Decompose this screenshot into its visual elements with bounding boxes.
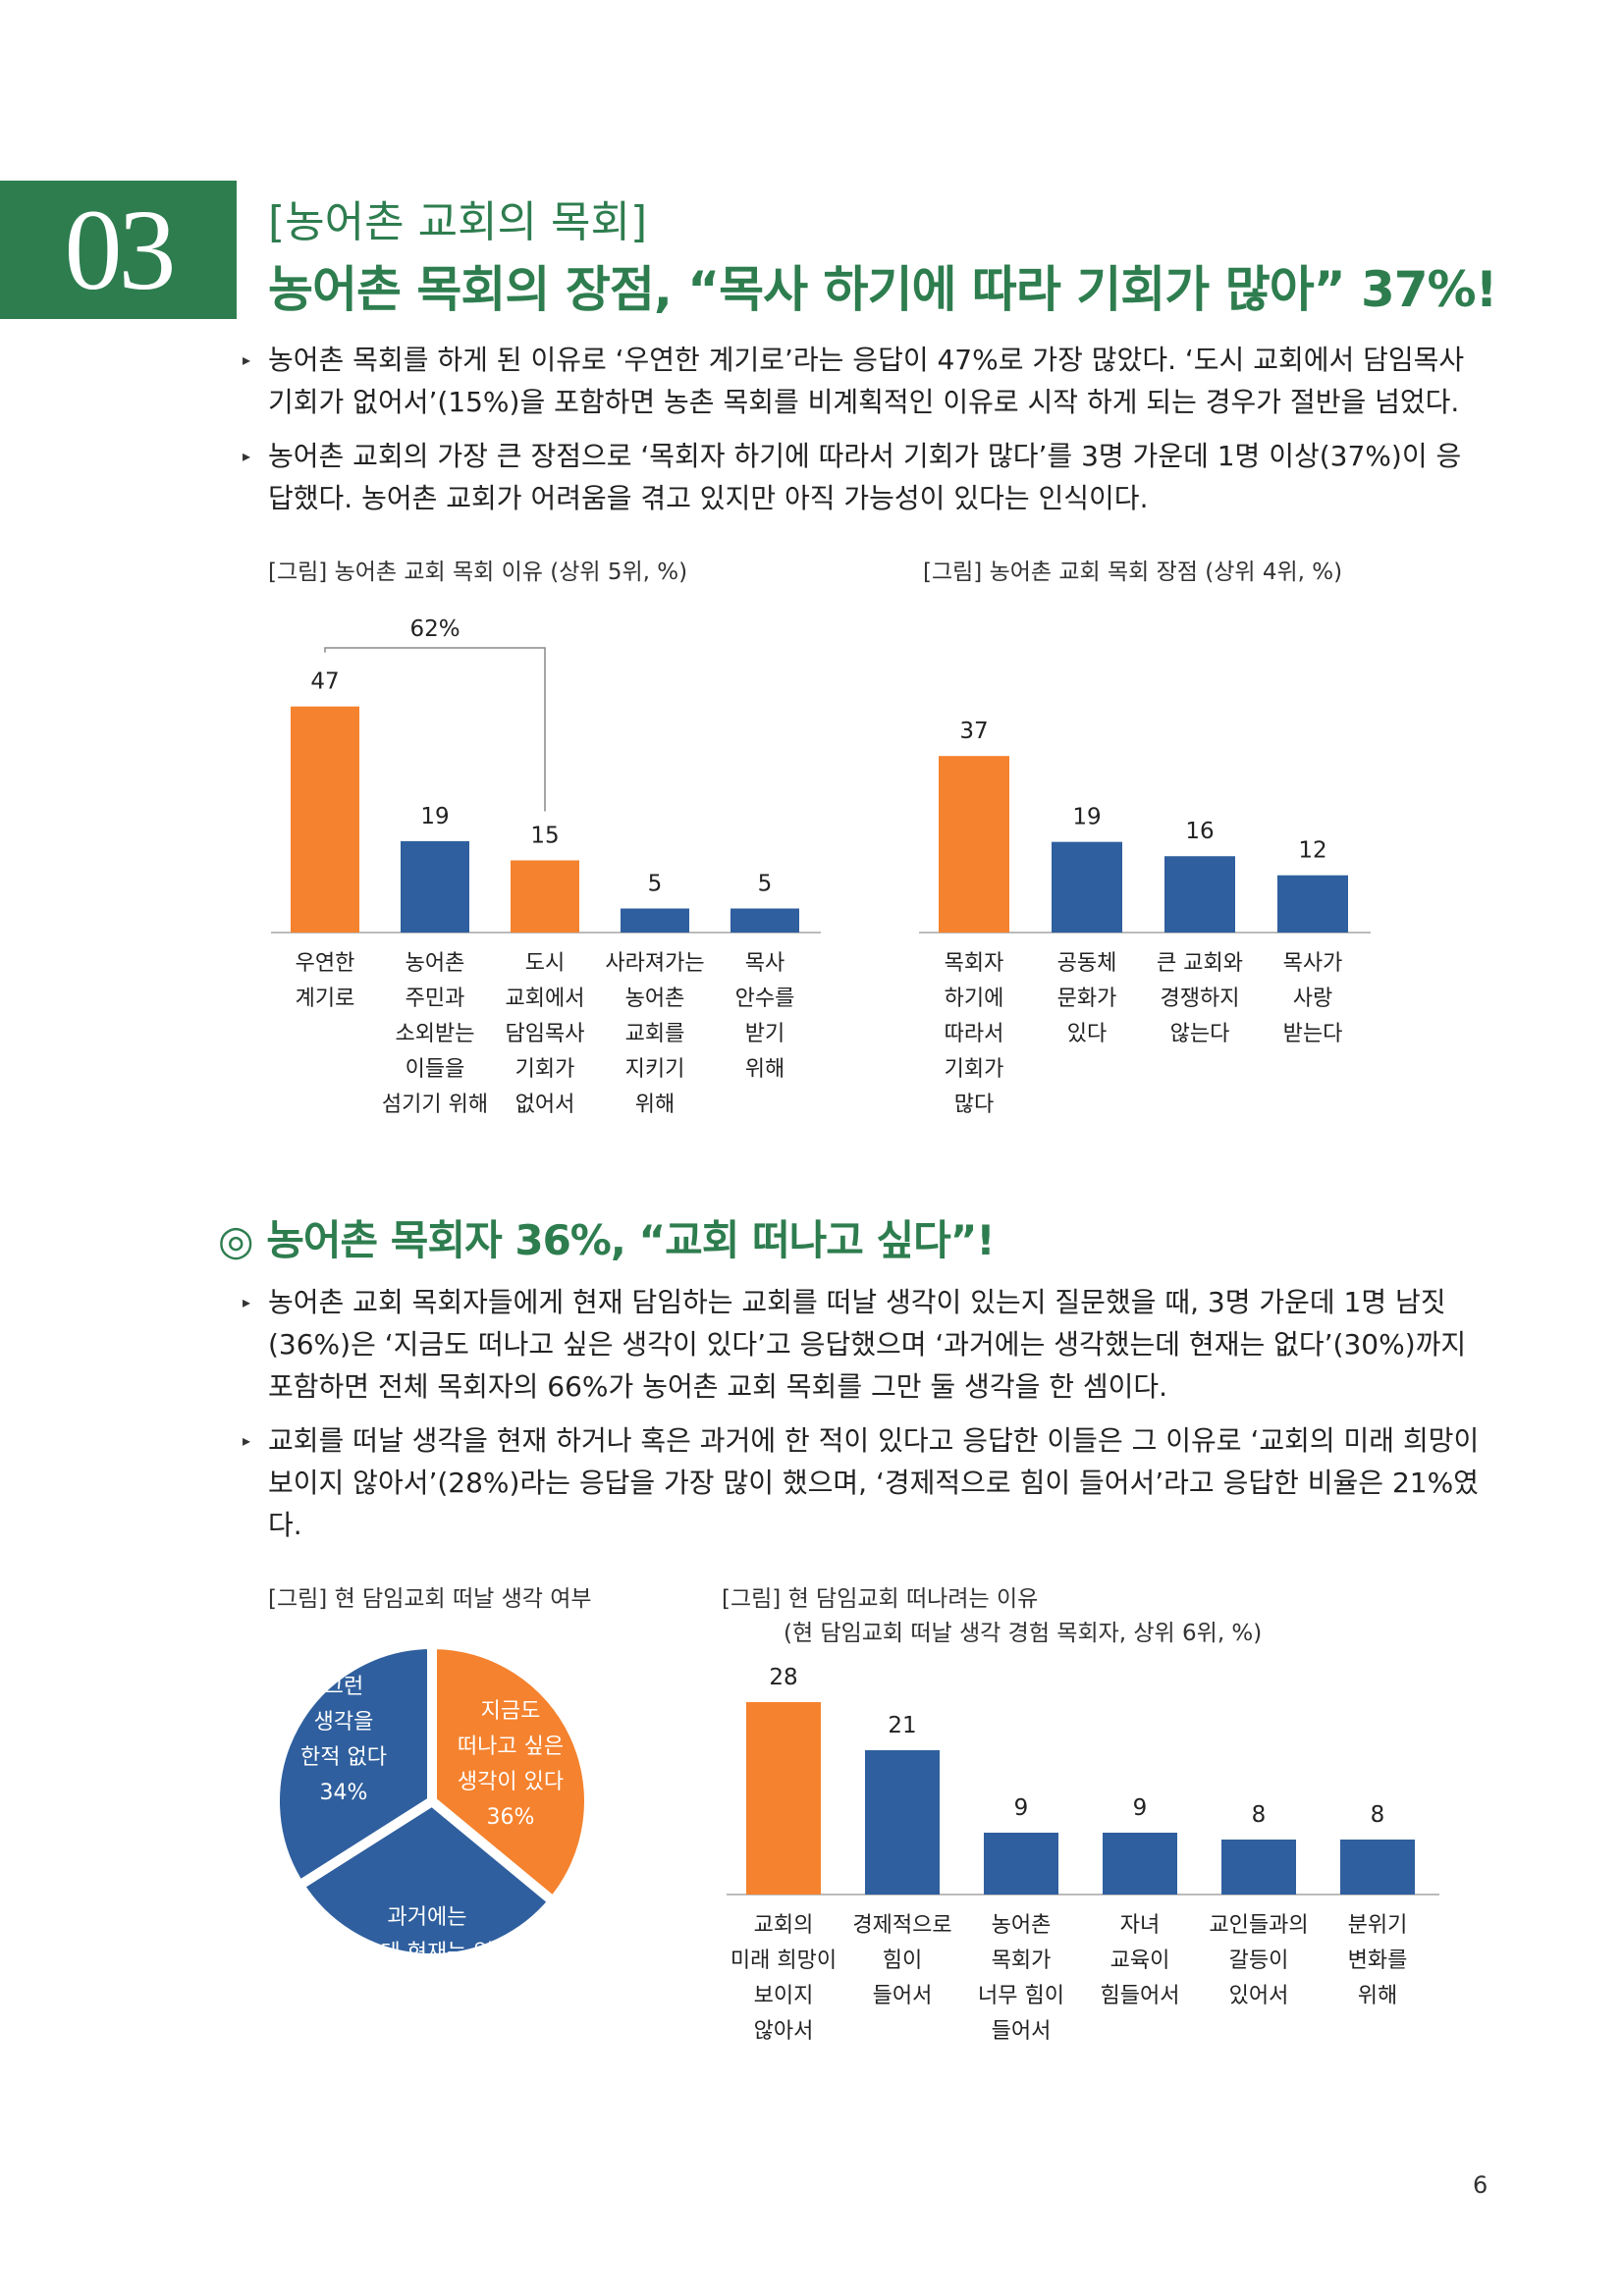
bar: [1164, 856, 1235, 933]
chart-leave-reasons: 28 교회의 미래 희망이 보이지 않아서 21 경제적으로 힘이 들어서 9 농어촌 목회가 너무 힘…: [727, 1665, 1439, 2044]
section-number-box: [0, 181, 237, 319]
section-heading-2: ◎ 농어촌 목회자 36%, “교회 떠나고 싶다”!: [218, 1216, 996, 1264]
bar: [746, 1702, 821, 1895]
bar: [1103, 1833, 1177, 1895]
data-label: 9: [1014, 1795, 1029, 1821]
data-label: 16: [1185, 819, 1214, 844]
section-subtitle: [농어촌 교회의 목회]: [268, 197, 648, 247]
bar: [1277, 875, 1348, 933]
chart-4-subtitle: (현 담임교회 떠날 생각 경험 목회자, 상위 6위, %): [784, 1621, 1263, 1646]
bar: [939, 756, 1009, 933]
category-label: 사라져가는 농어촌 교회를 지키기 위해: [605, 951, 704, 1117]
bar: [401, 840, 469, 933]
bar: [865, 1750, 940, 1895]
bar: [1221, 1840, 1296, 1895]
bar: [1340, 1840, 1415, 1895]
data-label: 19: [1072, 805, 1101, 830]
category-label: 분위기 변화를 위해: [1348, 1913, 1408, 2008]
category-label: 농어촌 주민과 소외받는 이들을 섬기기 위해: [382, 951, 488, 1117]
section-number: 03: [64, 186, 177, 314]
paragraph-1: ▸ 농어촌 목회를 하게 된 이유로 ‘우연한 계기로’라는 응답이 47%로 …: [243, 339, 1486, 423]
data-label: 9: [1133, 1795, 1148, 1821]
bar: [1052, 841, 1122, 933]
category-label: 농어촌 목회가 너무 힘이 들어서: [978, 1913, 1064, 2044]
data-label: 5: [758, 872, 773, 897]
chart-1-title: [그림] 농어촌 교회 목회 이유 (상위 5위, %): [268, 560, 688, 585]
data-label: 8: [1252, 1802, 1267, 1828]
chart-2-title: [그림] 농어촌 교회 목회 장점 (상위 4위, %): [923, 560, 1343, 585]
pie-slice-label: 지금도 떠나고 싶은 생각이 있다 36%: [458, 1699, 564, 1830]
bar: [511, 860, 579, 933]
data-label: 15: [530, 824, 559, 849]
category-label: 경제적으로 힘이 들어서: [852, 1913, 951, 2008]
bar: [621, 908, 689, 933]
data-label: 5: [648, 872, 663, 897]
paragraph-3: ▸ 농어촌 교회 목회자들에게 현재 담임하는 교회를 떠날 생각이 있는지 질…: [243, 1281, 1486, 1408]
category-label: 우연한 계기로: [296, 951, 355, 1011]
bar: [730, 908, 799, 933]
pie-slice-label: 그런 생각을 한적 없다 34%: [300, 1675, 387, 1805]
category-label: 자녀 교육이 힘들어서: [1101, 1913, 1180, 2008]
data-label: 12: [1298, 838, 1326, 864]
chart-4-title: [그림] 현 담임교회 떠나려는 이유: [722, 1586, 1039, 1612]
section-title: 농어촌 목회의 장점, “목사 하기에 따라 기회가 많아” 37%!: [268, 261, 1497, 318]
category-label: 큰 교회와 경쟁하지 않는다: [1157, 951, 1243, 1046]
category-label: 목사 안수를 받기 위해: [735, 951, 795, 1082]
pie-slice: [293, 1794, 561, 1963]
pie-slice: [270, 1638, 437, 1893]
bullet-icon: ▸: [243, 350, 251, 369]
category-label: 교인들과의 갈등이 있어서: [1209, 1913, 1308, 2008]
bullet-icon: ▸: [243, 1431, 251, 1450]
data-label: 8: [1371, 1802, 1385, 1828]
data-label: 21: [888, 1713, 916, 1738]
data-label: 19: [420, 804, 449, 829]
chart-3-title: [그림] 현 담임교회 떠날 생각 여부: [268, 1586, 592, 1612]
paragraph-4: ▸ 교회를 떠날 생각을 현재 하거나 혹은 과거에 한 적이 있다고 응답한 …: [243, 1419, 1486, 1546]
annotation-label: 62%: [409, 616, 460, 642]
category-label: 도시 교회에서 담임목사 기회가 없어서: [506, 951, 585, 1117]
page-number: 6: [1473, 2171, 1488, 2199]
bullet-icon: ▸: [243, 447, 251, 465]
chart-reasons: 47 우연한 계기로 19 농어촌 주민과 소외받는 이들을 섬기기 위해 15 도시 교회에서 담임목…: [271, 616, 821, 1117]
pie-slice: [427, 1638, 594, 1909]
category-label: 공동체 문화가 있다: [1057, 951, 1117, 1046]
category-label: 교회의 미래 희망이 보이지 않아서: [730, 1913, 837, 2044]
bar: [984, 1833, 1058, 1895]
category-label: 목회자 하기에 따라서 기회가 많다: [945, 951, 1004, 1117]
chart-advantages: 37 목회자 하기에 따라서 기회가 많다 19 공동체 문화가 있다 16 큰 교회와 경쟁하지 않는다…: [919, 719, 1371, 1117]
paragraph-2: ▸ 농어촌 교회의 가장 큰 장점으로 ‘목회자 하기에 따라서 기회가 많다’…: [243, 435, 1486, 519]
data-label: 37: [959, 719, 988, 744]
category-label: 목사가 사랑 받는다: [1283, 951, 1343, 1046]
annotation-bracket: [324, 647, 546, 812]
bullet-icon: ▸: [243, 1293, 251, 1311]
data-label: 28: [769, 1665, 797, 1690]
bar: [291, 706, 359, 933]
data-label: 47: [310, 669, 339, 695]
